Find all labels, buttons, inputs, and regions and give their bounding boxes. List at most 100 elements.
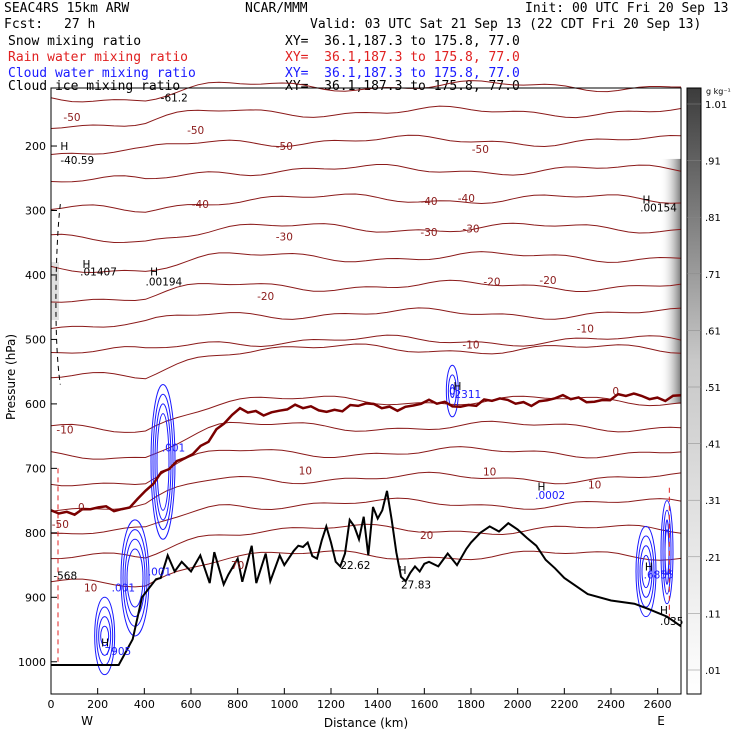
contour-label: 20 <box>420 530 433 542</box>
temperature-contour-line <box>50 343 682 380</box>
cloud-water-contour <box>660 500 674 605</box>
field-label-snow: Snow mixing ratio <box>8 34 142 49</box>
temperature-contour-line <box>50 523 682 560</box>
annotation-label: H <box>60 141 68 153</box>
cloud-ice-shade-east <box>660 158 681 404</box>
org-label: NCAR/MMM <box>245 1 308 16</box>
x-axis-ticks: 0 200 400 600 800 1000 1200 1400 1600 1800 2000 220… <box>48 688 672 711</box>
cloud-water-contour <box>126 548 144 608</box>
colorbar-tick-label: .81 <box>705 213 721 224</box>
y-axis-ticks: 1000 900 800 700 600 500 400 300 200 <box>18 140 57 669</box>
field-xy-snow: XY= 36.1,187.3 to 175.8, 77.0 <box>285 34 520 49</box>
cloud-water-contour <box>152 393 174 531</box>
y-tick-label: 500 <box>25 333 46 346</box>
cloud-water-contour <box>445 364 459 418</box>
cloud-ice-shading <box>51 158 681 404</box>
temperature-contour-line <box>50 193 682 213</box>
annotation-label: -40.59 <box>60 155 94 167</box>
contour-label: -40 <box>458 193 475 205</box>
y-tick-label: 400 <box>25 269 46 282</box>
x-tick-label: 2000 <box>504 698 532 711</box>
contour-label: -50 <box>472 144 489 156</box>
x-tick-label: 200 <box>87 698 108 711</box>
y-axis-label: Pressure (hPa) <box>4 334 18 420</box>
contour-label: -20 <box>539 275 556 287</box>
cloud-water-contour <box>94 596 116 676</box>
colorbar-tick-label: .11 <box>705 609 721 620</box>
y-tick-label: 900 <box>25 591 46 604</box>
cloud-water-contour <box>662 509 672 595</box>
annotation-label: 27.83 <box>401 579 431 591</box>
colorbar-tick-label: .91 <box>705 157 721 168</box>
annotation-label: H <box>399 565 407 577</box>
colorbar-tick-label: .01 <box>705 666 721 677</box>
annotation-label: H <box>643 195 651 207</box>
cloud-water-contour <box>124 538 146 618</box>
valid-time: Valid: 03 UTC Sat 21 Sep 13 (22 CDT Fri … <box>310 17 702 32</box>
west-label: W <box>81 714 93 728</box>
cloud-water-contour <box>641 554 651 589</box>
terrain-line <box>51 490 682 666</box>
annotation-label: .0002 <box>535 490 565 502</box>
colorbar-unit: g kg⁻¹ <box>706 87 731 96</box>
cloud-water-contour <box>100 625 110 647</box>
annotation-label: .2311 <box>451 389 481 401</box>
temperature-contour-line <box>50 471 682 512</box>
y-tick-label: 300 <box>25 204 46 217</box>
contour-label: -10 <box>462 340 479 352</box>
cloud-water-contour <box>635 525 657 618</box>
annotation-label: H <box>538 481 546 493</box>
field-xy-cloud-water: XY= 36.1,187.3 to 175.8, 77.0 <box>285 66 520 81</box>
contour-label: 10 <box>588 479 601 491</box>
y-tick-label: 600 <box>25 398 46 411</box>
contour-label: -40 <box>420 196 437 208</box>
freezing-level-contour <box>50 392 682 517</box>
x-tick-label: 400 <box>134 698 155 711</box>
contour-label: 70 <box>231 560 244 572</box>
annotation-label: .001 <box>148 567 171 579</box>
field-xy-cloud-ice: XY= 36.1,187.3 to 175.8, 77.0 <box>285 79 520 94</box>
x-axis-label: Distance (km) <box>324 716 408 730</box>
model-title: SEAC4RS 15km ARW <box>4 1 130 16</box>
annotation-label: 22.62 <box>340 560 370 572</box>
temperature-contour-line <box>50 279 682 303</box>
contour-label: -20 <box>483 276 500 288</box>
x-tick-label: 1600 <box>410 698 438 711</box>
cloud-ice-shade-west <box>51 262 59 321</box>
contour-label: -50 <box>276 141 293 153</box>
annotation-label: .7905 <box>101 646 131 658</box>
temperature-contour-line <box>50 307 682 329</box>
cloud-water-contour <box>154 403 172 521</box>
temperature-contour-line <box>50 134 682 155</box>
plot-border <box>50 87 682 695</box>
colorbar-tick-label: .61 <box>705 326 721 337</box>
contour-label: 10 <box>299 465 312 477</box>
annotation-label: .00154 <box>640 202 677 214</box>
contour-label: 0 <box>612 386 619 398</box>
y-tick-label: 700 <box>25 462 46 475</box>
cloud-water-contour <box>120 519 150 637</box>
annotation-label: H <box>83 259 91 271</box>
contour-label: -10 <box>577 323 594 335</box>
temperature-contour-line <box>50 420 682 460</box>
field-label-rain: Rain water mixing ratio <box>8 50 189 65</box>
temperature-contour-line <box>50 334 682 354</box>
init-time: Init: 00 UTC Fri 20 Sep 13 <box>525 1 729 16</box>
annotation-label: .00194 <box>146 276 183 288</box>
contour-label: 10 <box>483 467 496 479</box>
contour-label: -50 <box>187 125 204 137</box>
cloud-water-contour <box>639 545 653 598</box>
x-tick-label: 2400 <box>597 698 625 711</box>
forecast-label: Fcst: <box>4 17 44 32</box>
temperature-contour-line <box>50 105 682 129</box>
x-tick-label: 600 <box>181 698 202 711</box>
field-label-cloud-water: Cloud water mixing ratio <box>8 66 196 81</box>
freezing-level-line <box>50 392 682 517</box>
cloud-water-contour <box>156 413 170 511</box>
contour-label: -10 <box>56 425 73 437</box>
colorbar-scale <box>686 87 702 695</box>
y-tick-label: 800 <box>25 527 46 540</box>
annotation-label: H <box>454 381 462 393</box>
annotation-label: .6855 <box>644 570 674 582</box>
